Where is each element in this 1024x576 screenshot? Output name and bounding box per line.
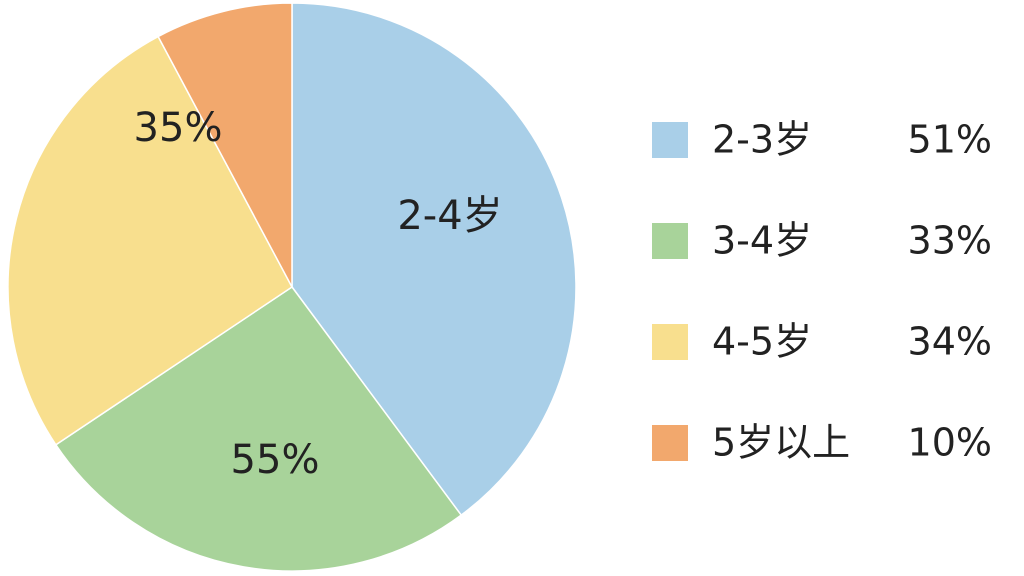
pie-slice <box>54 285 463 572</box>
legend-swatch <box>652 223 688 259</box>
legend-label: 2-3岁 <box>712 118 812 162</box>
legend-swatch <box>652 324 688 360</box>
pie <box>7 2 577 572</box>
pie-slice <box>157 2 293 288</box>
legend-value: 51% <box>908 118 992 162</box>
slice-annotation: 55% <box>231 437 320 483</box>
slice-annotation: 35% <box>134 105 223 151</box>
pie-slice <box>7 35 293 446</box>
legend: 2-3岁 51% 3-4岁 33% 4-5岁 34% 5岁以上 10% <box>652 118 992 465</box>
pie-slice <box>291 2 577 517</box>
legend-label: 4-5岁 <box>712 320 812 364</box>
annotations: 35% 2-4岁 55% <box>134 105 503 483</box>
legend-label: 5岁以上 <box>712 421 850 465</box>
legend-swatch <box>652 122 688 158</box>
slice-annotation: 2-4岁 <box>397 193 502 239</box>
legend-label: 3-4岁 <box>712 219 812 263</box>
legend-value: 34% <box>908 320 992 364</box>
legend-value: 33% <box>908 219 992 263</box>
legend-swatch <box>652 425 688 461</box>
legend-value: 10% <box>908 421 992 465</box>
